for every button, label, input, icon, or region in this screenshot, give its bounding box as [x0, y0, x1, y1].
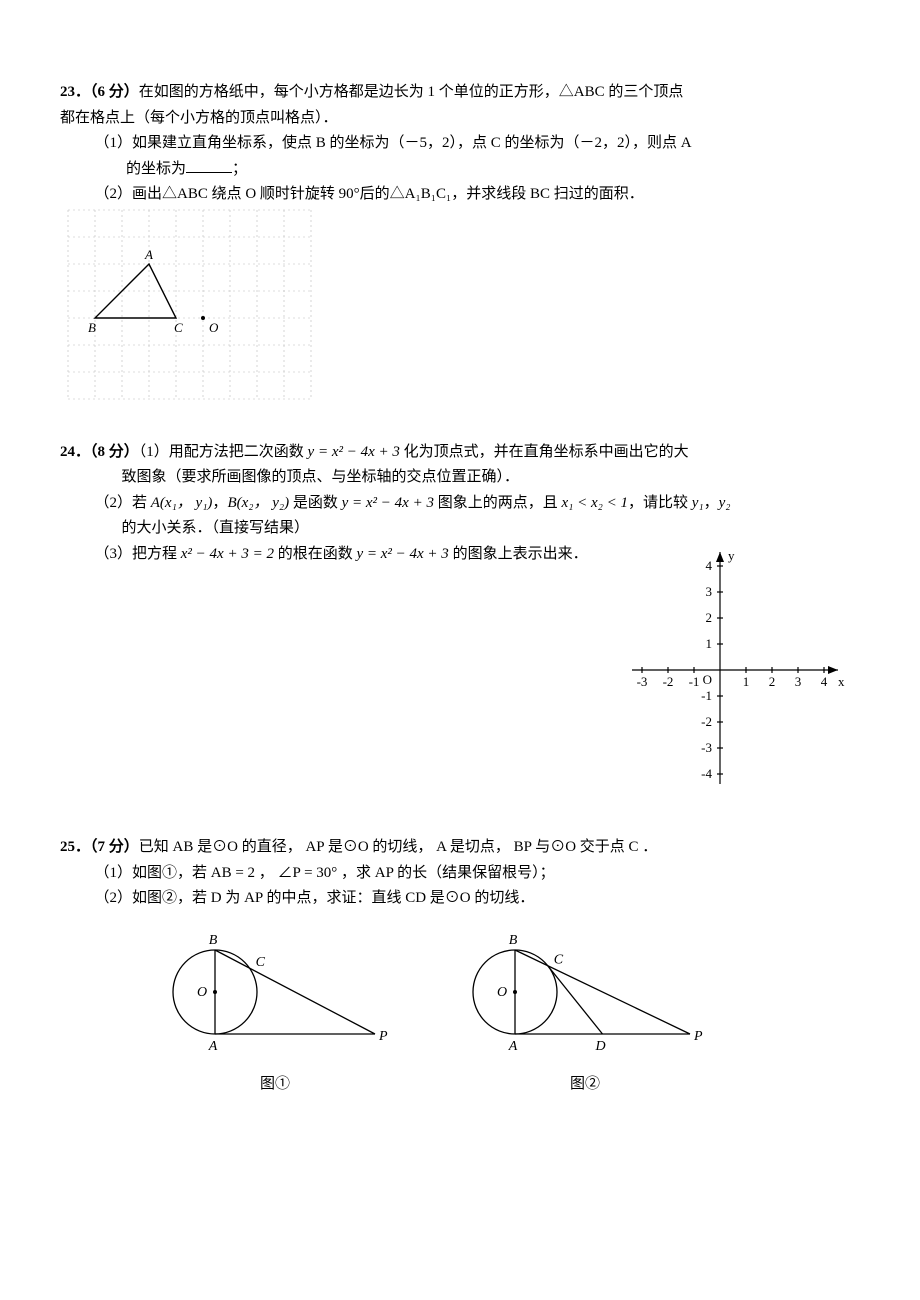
svg-text:O: O: [497, 985, 507, 1000]
q23-points: （6 分）: [90, 84, 139, 100]
q24-p3-c: 的图象上表示出来．: [449, 546, 588, 562]
svg-text:C: C: [554, 952, 564, 967]
question-23: 23．（6 分）在如图的方格纸中，每个小方格都是边长为 1 个单位的正方形，△A…: [60, 80, 860, 412]
q24-p2-B: B(x₂， y₂): [227, 495, 289, 511]
q25-points: （7 分）: [90, 839, 139, 855]
q24-p2-m5: ，: [704, 495, 719, 511]
q24-part1: 24．（8 分）（1）用配方法把二次函数 y = x² − 4x + 3 化为顶…: [60, 440, 860, 466]
q24-p1-a: （1）用配方法把二次函数: [139, 444, 308, 460]
q24-number: 24．: [60, 444, 90, 460]
q24-p2-m1: ，: [212, 495, 227, 511]
q24-p3-a: （3）把方程: [95, 546, 181, 562]
svg-text:B: B: [209, 933, 218, 948]
q24-p1-b: 化为顶点式，并在直角坐标系中画出它的大: [400, 444, 689, 460]
svg-text:O: O: [209, 320, 219, 335]
q25-number: 25．: [60, 839, 90, 855]
q24-p3-eq: x² − 4x + 3 = 2: [181, 546, 274, 562]
q25-fig2-col: O B A P C D 图②: [460, 922, 710, 1098]
q23-number: 23．: [60, 84, 90, 100]
q24-p2-c: 的大小关系．（直接写结果）: [60, 516, 860, 542]
q23-stem: 23．（6 分）在如图的方格纸中，每个小方格都是边长为 1 个单位的正方形，△A…: [60, 80, 860, 106]
q23-grid-figure: A B C O: [60, 202, 320, 412]
svg-text:1: 1: [743, 674, 750, 689]
svg-text:A: A: [144, 247, 153, 262]
q25-stem-text: 已知 AB 是⊙O 的直径， AP 是⊙O 的切线， A 是切点， BP 与⊙O…: [139, 839, 658, 855]
svg-text:P: P: [378, 1029, 388, 1044]
svg-text:P: P: [693, 1029, 703, 1044]
svg-text:B: B: [88, 320, 96, 335]
q25-fig2: O B A P C D: [460, 922, 710, 1072]
svg-text:4: 4: [706, 558, 713, 573]
svg-text:-3: -3: [701, 740, 712, 755]
svg-text:1: 1: [706, 636, 713, 651]
svg-text:x: x: [838, 674, 845, 689]
q24-axes-figure: -3 -2 -1 1 2 3 4 -4 -3 -2 -1 1 2 3 4 Ox y: [600, 540, 850, 800]
svg-text:D: D: [594, 1039, 605, 1054]
q24-p2-m4: ，请比较: [628, 495, 692, 511]
svg-text:4: 4: [821, 674, 828, 689]
svg-text:A: A: [208, 1039, 218, 1054]
svg-text:C: C: [256, 955, 266, 970]
svg-text:O: O: [197, 985, 207, 1000]
svg-text:-2: -2: [701, 714, 712, 729]
q23-stem-b: 都在格点上（每个小方格的顶点叫格点）．: [60, 106, 860, 132]
q24-p1-fn: y = x² − 4x + 3: [308, 444, 400, 460]
question-25: 25．（7 分）已知 AB 是⊙O 的直径， AP 是⊙O 的切线， A 是切点…: [60, 835, 860, 1097]
q25-stem: 25．（7 分）已知 AB 是⊙O 的直径， AP 是⊙O 的切线， A 是切点…: [60, 835, 860, 861]
svg-text:C: C: [174, 320, 183, 335]
question-24: 24．（8 分）（1）用配方法把二次函数 y = x² − 4x + 3 化为顶…: [60, 440, 860, 808]
svg-text:3: 3: [795, 674, 802, 689]
q25-part1: （1）如图①，若 AB = 2 ， ∠P = 30° ，求 AP 的长（结果保留…: [60, 861, 860, 887]
svg-text:B: B: [509, 933, 518, 948]
q25-figure-row: O B A P C 图① O B A P C D 图②: [60, 922, 860, 1098]
q23-figure-box: A B C O: [60, 202, 860, 412]
svg-text:-1: -1: [701, 688, 712, 703]
svg-text:-3: -3: [637, 674, 648, 689]
q24-p3-fn: y = x² − 4x + 3: [356, 546, 448, 562]
q24-p1-c: 致图象（要求所画图像的顶点、与坐标轴的交点位置正确）．: [60, 465, 860, 491]
q23-part1-a: （1）如果建立直角坐标系，使点 B 的坐标为（－5，2），点 C 的坐标为（－2…: [95, 135, 692, 151]
q25-part2: （2）如图②，若 D 为 AP 的中点，求证：直线 CD 是⊙O 的切线．: [60, 886, 860, 912]
q23-stem-a: 在如图的方格纸中，每个小方格都是边长为 1 个单位的正方形，△ABC 的三个顶点: [139, 84, 684, 100]
svg-text:2: 2: [706, 610, 713, 625]
svg-text:y: y: [728, 548, 735, 563]
q25-fig1-col: O B A P C 图①: [160, 922, 390, 1098]
svg-text:O: O: [703, 672, 712, 687]
q24-p2-y1: y₁: [692, 495, 704, 511]
q24-p3-b: 的根在函数: [274, 546, 357, 562]
q23-blank: [186, 157, 232, 173]
q24-p2-cond: x₁ < x₂ < 1: [561, 495, 628, 511]
q25-fig1: O B A P C: [160, 922, 390, 1072]
q24-p2-fn: y = x² − 4x + 3: [342, 495, 434, 511]
q24-points: （8 分）: [90, 444, 139, 460]
q24-p2-y2: y₂: [719, 495, 731, 511]
svg-text:2: 2: [769, 674, 776, 689]
q23-part1: （1）如果建立直角坐标系，使点 B 的坐标为（－5，2），点 C 的坐标为（－2…: [60, 131, 860, 157]
q23-part1-line2: 的坐标为 ；: [60, 157, 860, 183]
q24-axes-box: -3 -2 -1 1 2 3 4 -4 -3 -2 -1 1 2 3 4 Ox y: [600, 540, 850, 800]
q24-p2-m3: 图象上的两点，且: [434, 495, 562, 511]
svg-text:-2: -2: [663, 674, 674, 689]
q23-part1-c: ；: [232, 161, 247, 177]
q24-p2-m2: 是函数: [289, 495, 342, 511]
q23-part1-b: 的坐标为: [126, 161, 186, 177]
svg-text:A: A: [508, 1039, 518, 1054]
q24-p2-A: A(x₁， y₁): [151, 495, 213, 511]
svg-text:3: 3: [706, 584, 713, 599]
q24-part2: （2）若 A(x₁， y₁)，B(x₂， y₂) 是函数 y = x² − 4x…: [60, 491, 860, 517]
svg-text:-1: -1: [689, 674, 700, 689]
svg-text:-4: -4: [701, 766, 712, 781]
q24-p2-a: （2）若: [95, 495, 151, 511]
q25-fig1-label: 图①: [160, 1072, 390, 1098]
q25-fig2-label: 图②: [460, 1072, 710, 1098]
